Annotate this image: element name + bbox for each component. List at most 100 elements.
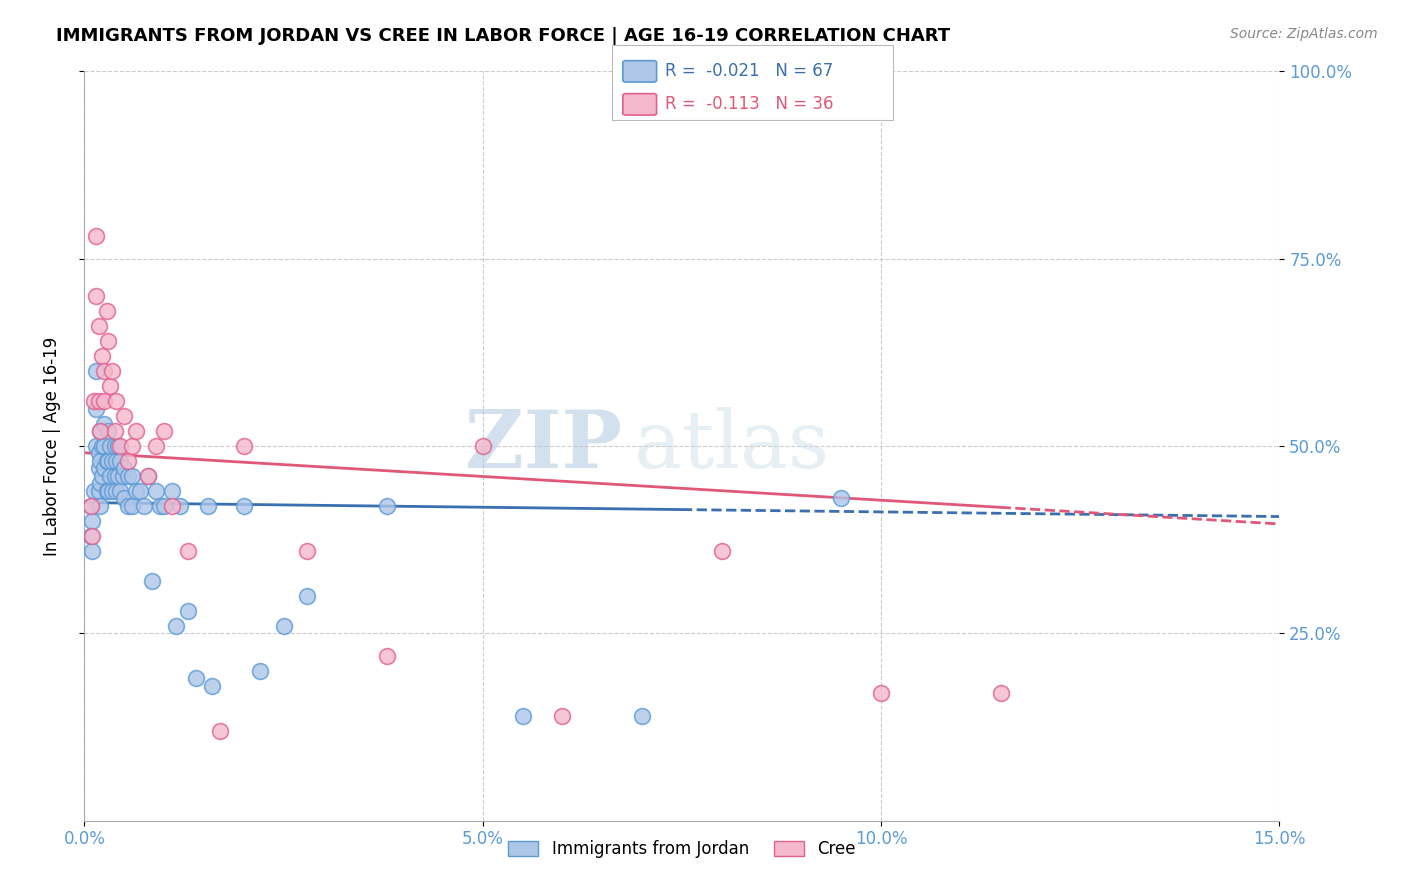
Point bbox=[86, 289, 108, 303]
Point bbox=[96, 304, 118, 318]
Point bbox=[160, 499, 183, 513]
Point bbox=[153, 499, 176, 513]
Point bbox=[87, 319, 110, 334]
Point bbox=[90, 349, 112, 363]
Y-axis label: In Labor Force | Age 16-19: In Labor Force | Age 16-19 bbox=[42, 336, 60, 556]
Point bbox=[273, 619, 295, 633]
Point bbox=[86, 439, 108, 453]
Point bbox=[112, 491, 135, 506]
Point bbox=[710, 544, 733, 558]
Point bbox=[125, 424, 148, 438]
Point bbox=[87, 394, 110, 409]
Point bbox=[97, 424, 120, 438]
Point bbox=[80, 499, 103, 513]
Point bbox=[129, 483, 152, 498]
Point bbox=[89, 424, 111, 438]
Point bbox=[149, 499, 172, 513]
Point bbox=[153, 424, 176, 438]
Point bbox=[125, 483, 148, 498]
Point bbox=[141, 574, 163, 588]
Point bbox=[105, 454, 128, 468]
Point bbox=[97, 334, 120, 348]
Point bbox=[101, 454, 124, 468]
Point bbox=[82, 544, 104, 558]
Point bbox=[297, 589, 319, 603]
Point bbox=[89, 424, 111, 438]
Point bbox=[87, 461, 110, 475]
Point bbox=[145, 483, 167, 498]
Point bbox=[107, 469, 129, 483]
Text: R =  -0.113   N = 36: R = -0.113 N = 36 bbox=[665, 95, 834, 113]
Point bbox=[165, 619, 187, 633]
Text: ZIP: ZIP bbox=[465, 407, 623, 485]
Point bbox=[117, 469, 139, 483]
Point bbox=[89, 454, 111, 468]
Point bbox=[83, 483, 105, 498]
Point bbox=[82, 514, 104, 528]
Point bbox=[90, 469, 112, 483]
Point bbox=[551, 708, 574, 723]
Point bbox=[375, 648, 398, 663]
Point bbox=[93, 364, 115, 378]
Point bbox=[297, 544, 319, 558]
Point bbox=[136, 469, 159, 483]
Point bbox=[631, 708, 654, 723]
Point bbox=[197, 499, 219, 513]
Point bbox=[110, 439, 132, 453]
Point bbox=[110, 483, 132, 498]
Point bbox=[104, 424, 127, 438]
Point bbox=[97, 454, 120, 468]
Point bbox=[249, 664, 271, 678]
Point bbox=[201, 679, 224, 693]
Point bbox=[112, 461, 135, 475]
Point bbox=[110, 454, 132, 468]
Point bbox=[86, 401, 108, 416]
Point bbox=[160, 483, 183, 498]
Point bbox=[98, 379, 121, 393]
Point bbox=[117, 454, 139, 468]
Point bbox=[93, 417, 115, 431]
Point bbox=[105, 394, 128, 409]
Point bbox=[96, 483, 118, 498]
Text: atlas: atlas bbox=[634, 407, 830, 485]
Point bbox=[375, 499, 398, 513]
Point bbox=[105, 483, 128, 498]
Text: Source: ZipAtlas.com: Source: ZipAtlas.com bbox=[1230, 27, 1378, 41]
Point bbox=[121, 499, 143, 513]
Point bbox=[121, 469, 143, 483]
Point bbox=[107, 439, 129, 453]
Point bbox=[82, 529, 104, 543]
Point bbox=[136, 469, 159, 483]
Point bbox=[132, 499, 156, 513]
Point bbox=[86, 364, 108, 378]
Point bbox=[87, 483, 110, 498]
Point bbox=[990, 686, 1012, 700]
Point bbox=[83, 394, 105, 409]
Point bbox=[121, 439, 143, 453]
Point bbox=[97, 483, 120, 498]
Legend: Immigrants from Jordan, Cree: Immigrants from Jordan, Cree bbox=[502, 833, 862, 864]
Point bbox=[93, 439, 115, 453]
Point bbox=[145, 439, 167, 453]
Point bbox=[98, 469, 121, 483]
Point bbox=[98, 439, 121, 453]
Point bbox=[471, 439, 494, 453]
Point bbox=[86, 229, 108, 244]
Point bbox=[93, 394, 115, 409]
Point bbox=[830, 491, 852, 506]
Point bbox=[89, 476, 111, 491]
Point bbox=[870, 686, 893, 700]
Point bbox=[177, 544, 200, 558]
Point bbox=[117, 499, 139, 513]
Point bbox=[89, 499, 111, 513]
Point bbox=[101, 364, 124, 378]
Point bbox=[101, 483, 124, 498]
Point bbox=[112, 409, 135, 423]
Point bbox=[90, 439, 112, 453]
Text: IMMIGRANTS FROM JORDAN VS CREE IN LABOR FORCE | AGE 16-19 CORRELATION CHART: IMMIGRANTS FROM JORDAN VS CREE IN LABOR … bbox=[56, 27, 950, 45]
Point bbox=[80, 499, 103, 513]
Point bbox=[232, 499, 254, 513]
Point bbox=[87, 446, 110, 460]
Point bbox=[96, 454, 118, 468]
Point bbox=[93, 461, 115, 475]
